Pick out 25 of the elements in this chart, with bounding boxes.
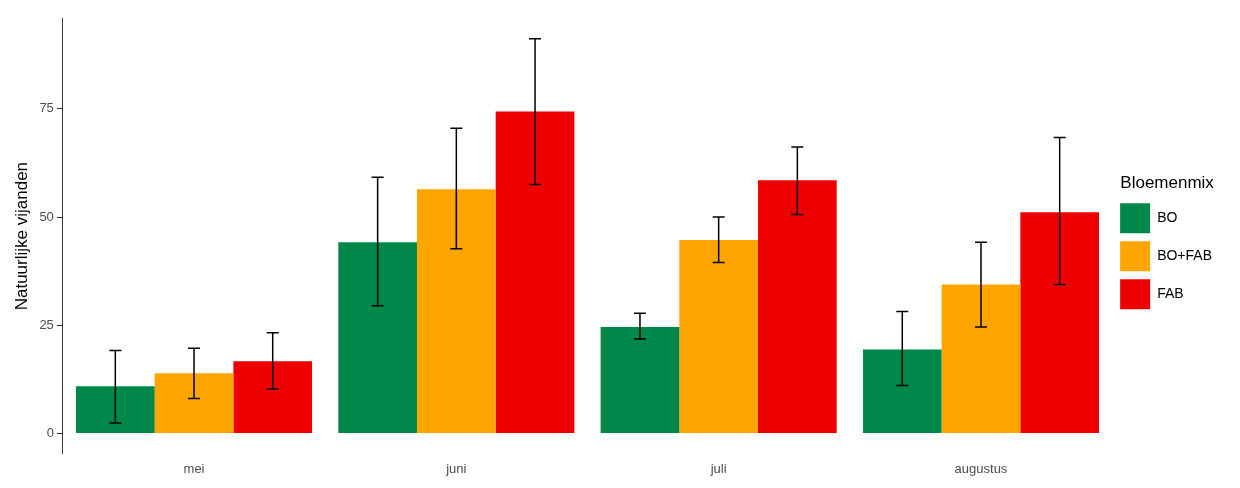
- bar: [758, 180, 837, 433]
- bar: [600, 327, 680, 433]
- bar: [941, 284, 1021, 433]
- bar: [338, 242, 417, 433]
- y-tick-label: 25: [39, 316, 54, 332]
- bar: [233, 361, 313, 433]
- y-tick-label: 0: [46, 425, 54, 441]
- x-tick-label: juni: [445, 460, 467, 476]
- bar: [862, 349, 942, 433]
- y-axis-title: Natuurlijke vijanden: [11, 161, 31, 311]
- bar: [75, 386, 155, 433]
- bar: [679, 240, 759, 433]
- legend-label: BO+FAB: [1157, 247, 1212, 264]
- legend-label: FAB: [1157, 285, 1184, 302]
- bar: [495, 111, 575, 433]
- x-tick-label: juli: [709, 460, 727, 476]
- x-tick-label: mei: [183, 460, 205, 476]
- legend-title: Bloemenmix: [1120, 172, 1215, 192]
- legend-label: BO: [1157, 209, 1178, 226]
- bar: [416, 189, 496, 433]
- y-tick-label: 50: [39, 208, 54, 224]
- y-tick-label: 75: [39, 100, 54, 116]
- bar: [1020, 212, 1100, 433]
- x-tick-label: augustus: [954, 460, 1008, 476]
- bar: [154, 373, 234, 433]
